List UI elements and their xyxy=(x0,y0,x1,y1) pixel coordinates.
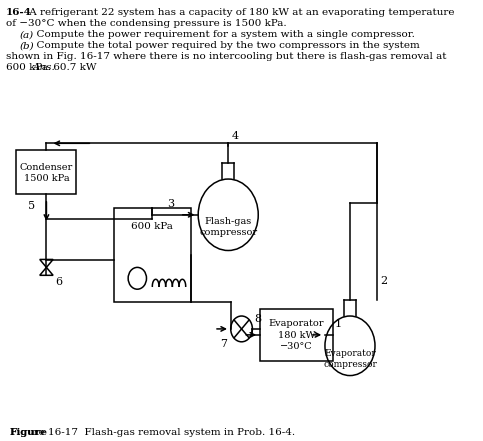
Text: 16-4: 16-4 xyxy=(6,8,31,17)
Text: (a): (a) xyxy=(20,30,34,39)
Text: Ans.: Ans. xyxy=(33,63,56,72)
Text: 6: 6 xyxy=(55,277,62,287)
Text: Evaporator: Evaporator xyxy=(324,349,376,358)
Polygon shape xyxy=(40,267,53,275)
Text: 8: 8 xyxy=(254,314,261,324)
Text: 1: 1 xyxy=(335,319,342,329)
Bar xyxy=(114,208,191,302)
Text: Figure: Figure xyxy=(10,428,48,437)
Text: of −30°C when the condensing pressure is 1500 kPa.: of −30°C when the condensing pressure is… xyxy=(6,19,286,28)
Text: 5: 5 xyxy=(28,201,35,211)
Text: Evaporator: Evaporator xyxy=(269,319,325,328)
Polygon shape xyxy=(40,259,53,267)
Text: compressor: compressor xyxy=(199,228,257,237)
Text: shown in Fig. 16-17 where there is no intercooling but there is flash-gas remova: shown in Fig. 16-17 where there is no in… xyxy=(6,52,446,61)
Bar xyxy=(16,150,76,194)
Text: 1500 kPa: 1500 kPa xyxy=(24,174,69,183)
Text: 600 kPa: 600 kPa xyxy=(131,222,173,231)
Text: 4: 4 xyxy=(231,131,239,141)
Text: 60.7 kW: 60.7 kW xyxy=(50,63,96,72)
Bar xyxy=(260,309,333,361)
Text: Condenser: Condenser xyxy=(20,163,73,172)
Text: 180 kW: 180 kW xyxy=(278,331,315,340)
Text: 7: 7 xyxy=(221,339,227,349)
Text: Flash-gas: Flash-gas xyxy=(205,217,252,226)
Text: 2: 2 xyxy=(380,276,387,286)
Text: A refrigerant 22 system has a capacity of 180 kW at an evaporating temperature: A refrigerant 22 system has a capacity o… xyxy=(27,8,455,17)
Text: (b): (b) xyxy=(20,41,34,50)
Text: 3: 3 xyxy=(167,199,174,209)
Text: Compute the total power required by the two compressors in the system: Compute the total power required by the … xyxy=(30,41,420,50)
Text: Figure 16-17  Flash-gas removal system in Prob. 16-4.: Figure 16-17 Flash-gas removal system in… xyxy=(10,428,295,437)
Text: −30°C: −30°C xyxy=(280,342,313,351)
Text: Compute the power requirement for a system with a single compressor.: Compute the power requirement for a syst… xyxy=(30,30,414,39)
Text: 600 kPa.: 600 kPa. xyxy=(6,63,54,72)
Text: compressor: compressor xyxy=(323,360,377,369)
